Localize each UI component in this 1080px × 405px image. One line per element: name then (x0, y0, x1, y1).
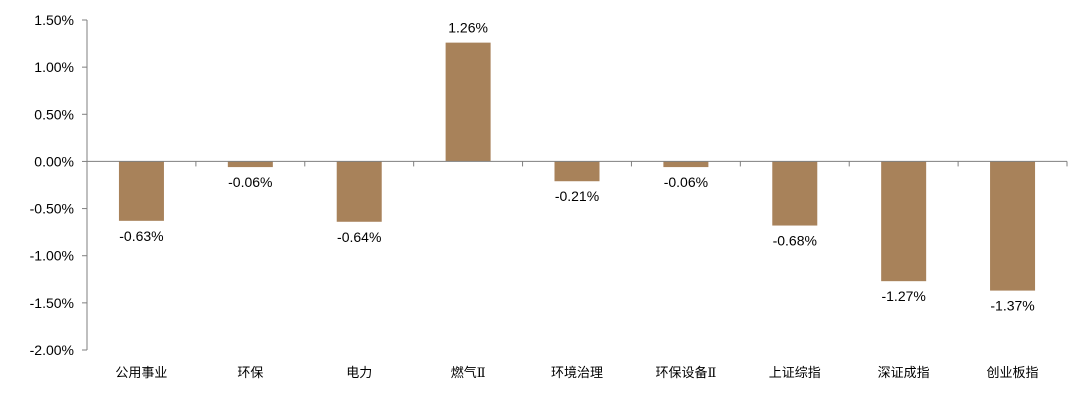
category-label: 环保设备Ⅱ (655, 365, 716, 381)
bar (118, 161, 164, 221)
data-label: 1.26% (448, 20, 488, 36)
category-label: 深证成指 (878, 366, 930, 381)
category-label: 燃气Ⅱ (451, 365, 486, 381)
bar (554, 161, 600, 182)
data-label: -0.21% (555, 188, 599, 204)
category-label: 电力 (346, 366, 372, 381)
data-label: -1.37% (990, 298, 1034, 314)
bar (227, 161, 273, 168)
x-axis: 公用事业 环保 电力 燃气Ⅱ 环境治理 环保设备Ⅱ 上证综指 深证成指 创业板指 (86, 160, 1068, 381)
y-tick-label: 1.00% (34, 59, 74, 75)
data-label: -0.63% (119, 228, 163, 244)
data-label: -0.68% (773, 233, 817, 249)
data-label: -0.06% (664, 174, 708, 190)
data-label: -1.27% (881, 288, 925, 304)
category-label: 公用事业 (115, 366, 167, 381)
y-tick-label: -0.50% (30, 201, 74, 217)
y-axis: 1.50% 1.00% 0.50% 0.00% -0.50% -1.00% -1.50% -2… (30, 12, 88, 358)
category-label: 创业板指 (987, 366, 1039, 381)
bars (118, 42, 1036, 291)
bar (336, 161, 382, 222)
y-tick-label: 0.00% (34, 153, 74, 169)
bar (663, 161, 709, 168)
category-label: 环保 (237, 366, 263, 381)
category-label: 上证综指 (769, 366, 821, 381)
y-tick-label: -1.00% (30, 248, 74, 264)
data-label: -0.06% (228, 174, 272, 190)
y-tick-label: 0.50% (34, 106, 74, 122)
category-label: 环境治理 (551, 366, 603, 381)
bar (881, 161, 927, 282)
data-label: -0.64% (337, 229, 381, 245)
y-tick-label: -1.50% (30, 295, 74, 311)
y-tick-label: 1.50% (34, 12, 74, 28)
data-labels: -0.63% -0.06% -0.64% 1.26% -0.21% -0.06% -0.68… (119, 20, 1034, 314)
bar (772, 161, 818, 226)
bar (990, 161, 1036, 291)
y-tick-label: -2.00% (30, 342, 74, 358)
bar (445, 42, 491, 162)
